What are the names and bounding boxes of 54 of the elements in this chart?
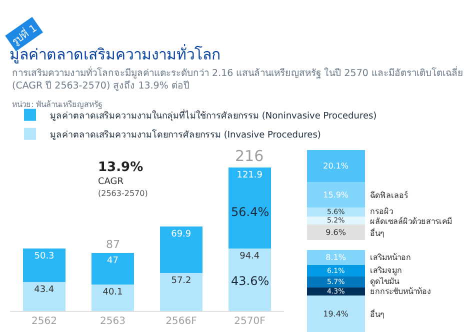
- series-label: ดูดไขมัน: [370, 277, 400, 287]
- series-label: อื่นๆ: [370, 227, 384, 238]
- bar: [307, 182, 365, 208]
- series-label: อื่นๆ: [370, 308, 384, 319]
- bar: [307, 276, 365, 288]
- text: หน่วย: พันล้านเหรียญสหรัฐ: [12, 100, 102, 109]
- bar: [307, 224, 365, 240]
- data-label: 9.6%: [326, 228, 346, 237]
- data-label: 19.4%: [323, 309, 349, 318]
- x-tick-label: 2563: [100, 316, 126, 327]
- series-label: เสริมหน้าอก: [370, 253, 411, 262]
- data-label: 8.1%: [326, 253, 346, 262]
- annotation: CAGR: [98, 177, 124, 187]
- bar: [23, 282, 66, 311]
- bar: [228, 248, 271, 311]
- x-tick-label: 2570F: [234, 316, 266, 327]
- annotation: 43.6%: [231, 274, 270, 288]
- bar: [307, 296, 365, 332]
- bar: [160, 226, 202, 273]
- series-label: ผลัดเซลล์ผิวด้วยสารเคมี: [370, 216, 452, 226]
- data-label: 121.9: [236, 170, 263, 180]
- data-label: 15.9%: [323, 190, 349, 200]
- series-label: ยกกระชับหน้าท้อง: [370, 287, 431, 296]
- data-label: 20.1%: [323, 162, 349, 171]
- bar: [23, 248, 66, 282]
- x-tick-label: 2566F: [166, 316, 198, 327]
- bar: [92, 253, 134, 284]
- annotation: (2563-2570): [98, 189, 148, 198]
- bar: [307, 207, 365, 216]
- data-label: 57.2: [171, 276, 192, 286]
- annotation: 13.9%: [98, 160, 144, 175]
- x-tick-label: 2562: [32, 316, 57, 327]
- data-label: 69.9: [171, 230, 192, 240]
- total-label: 87: [106, 238, 120, 251]
- data-label: 47: [107, 256, 118, 266]
- total-label: 216: [235, 147, 264, 165]
- bar: [92, 284, 134, 311]
- chart-subtitle: การเสริมความงามทั่วโลกจะมีมูลค่าแตะระดับกว่า 2.16 แสนล้านเหรียญสหรัฐ ในปี 2570 และมีอัตราเติบโตเฉลี่ย (CAGR ปี 2563-2570) สูงถึง 13.9% ต่อปี: [12, 66, 464, 92]
- series-label: ฉีดฟิลเลอร์: [370, 190, 409, 200]
- legend-label: มูลค่าตลาดเสริมความงามในกลุ่มที่ไม่ใช้การศัลยกรรม (Noninvasive Procedures): [50, 108, 377, 122]
- chart-title: มูลค่าตลาดเสริมความงามทั่วโลก: [9, 43, 220, 64]
- data-label: 43.4: [34, 285, 54, 296]
- bar: [307, 250, 365, 266]
- series-label: เสริมจมูก: [370, 266, 402, 276]
- data-label: 40.1: [102, 287, 123, 298]
- bar: [228, 167, 271, 248]
- data-label: 94.4: [240, 251, 260, 262]
- bar: [160, 272, 202, 311]
- series-label: กรอผิว: [370, 207, 393, 216]
- bar: [307, 150, 365, 182]
- bar: [307, 265, 365, 277]
- legend-label: มูลค่าตลาดเสริมความงามโดยการศัลยกรรม (Invasive Procedures): [50, 129, 321, 140]
- annotation: 56.4%: [231, 205, 270, 219]
- data-label: 50.3: [34, 252, 54, 262]
